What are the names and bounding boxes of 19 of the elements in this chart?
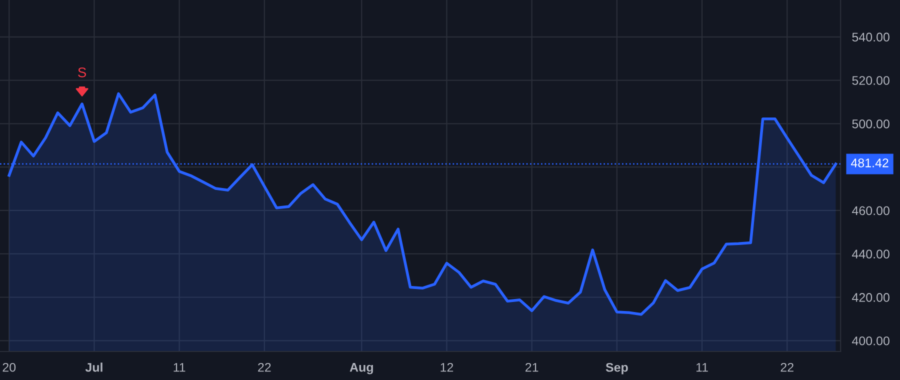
x-tick-label: 20: [2, 362, 16, 372]
y-tick-label: 420.00: [852, 293, 890, 302]
y-tick-label: 500.00: [852, 119, 890, 128]
x-tick-label: Jul: [85, 362, 102, 372]
x-tick-label: 11: [696, 363, 708, 372]
y-tick-label: 400.00: [852, 336, 890, 346]
y-tick-label: 440.00: [852, 250, 890, 259]
y-tick-label: 460.00: [852, 206, 890, 216]
y-tick-label: 540.00: [852, 32, 890, 42]
x-tick-label: Aug: [350, 363, 373, 374]
x-tick-label: 22: [258, 362, 271, 372]
annotation: S: [78, 67, 86, 78]
x-tick-label: 21: [526, 362, 538, 372]
y-tick-label: 520.00: [852, 76, 890, 85]
ref-line-label: 481.42: [850, 158, 888, 168]
x-tick-label: 11: [174, 363, 186, 372]
x-tick-label: Sep: [606, 362, 628, 374]
x-tick-label: 12: [440, 362, 454, 372]
x-tick-label: 22: [780, 362, 794, 372]
